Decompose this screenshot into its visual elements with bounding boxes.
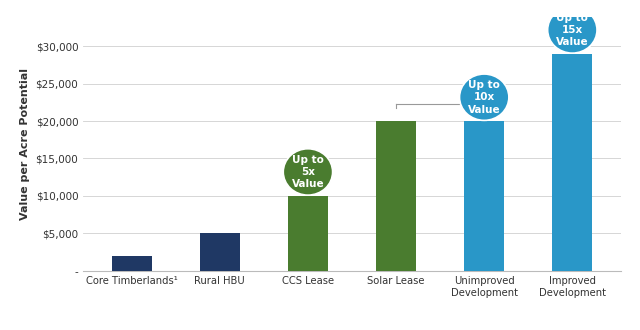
Ellipse shape bbox=[548, 7, 597, 53]
Bar bbox=[112, 256, 152, 271]
Bar bbox=[552, 54, 592, 271]
Bar bbox=[288, 196, 328, 271]
Bar bbox=[200, 233, 239, 271]
Y-axis label: Value per Acre Potential: Value per Acre Potential bbox=[20, 68, 30, 219]
Text: Up to
5x
Value: Up to 5x Value bbox=[292, 154, 324, 189]
Text: Up to
10x
Value: Up to 10x Value bbox=[468, 80, 500, 115]
Ellipse shape bbox=[460, 74, 509, 120]
Bar bbox=[376, 121, 416, 271]
Text: Up to
15x
Value: Up to 15x Value bbox=[556, 13, 589, 47]
Ellipse shape bbox=[284, 149, 333, 195]
Bar bbox=[465, 121, 504, 271]
